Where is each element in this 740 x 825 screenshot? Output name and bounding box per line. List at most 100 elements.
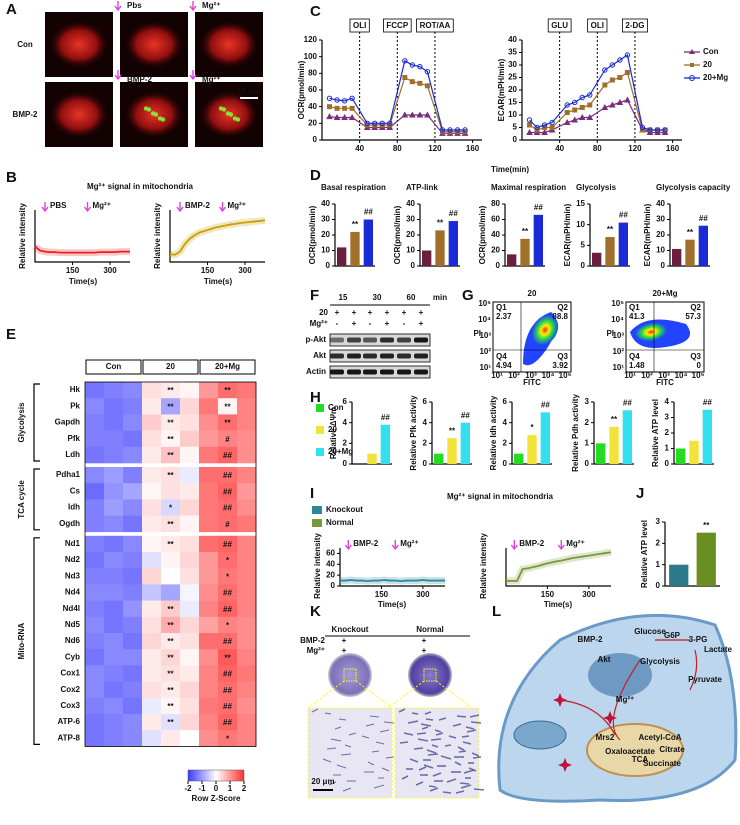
tick-label: 10¹ [612,363,624,372]
event-box [547,18,572,33]
y-tick-label: 80 [491,199,500,208]
heat-cell [180,467,200,484]
tick-label: 10² [479,347,491,356]
y-tick-label: 40 [326,559,335,568]
heat-cell [123,414,143,431]
heat-cell [104,730,124,747]
quadrant: Q4 [496,352,507,361]
sign: + [342,646,347,655]
panel-label: B [6,169,17,186]
cell [49,90,109,139]
heat-cell [180,414,200,431]
stain [334,726,342,730]
significance: ## [223,686,232,695]
heat-cell [142,697,162,715]
marker [348,113,356,120]
tick-label: 10³ [525,371,537,380]
heat-cell [218,382,238,399]
significance: ** [167,435,174,444]
heat-cell [218,584,238,601]
significance: ** [167,718,174,727]
heat-cell [180,665,200,682]
bar [672,248,682,266]
heat-cell [180,398,200,415]
y-tick-label: 40 [656,199,665,208]
tick-label: 10⁵ [478,299,491,308]
marker [579,94,585,101]
legend-label: 20 [703,60,712,69]
column-header: 20 [166,362,175,371]
stain [342,787,352,792]
event-box [349,18,370,33]
y-tick-label: 120 [304,35,318,44]
marker [379,120,385,127]
stain [365,723,375,727]
x-tick-label: 150 [201,266,215,275]
significance: ## [223,471,232,480]
y-axis-label: Relative Pfk activity [409,395,418,471]
tick-label: 10² [641,371,653,380]
axis [505,548,611,587]
y-tick-label: 0 [665,459,670,468]
marker [624,70,630,75]
schematic-label: Akt [598,655,611,664]
heat-cell [85,430,105,448]
significance: ## [534,203,543,212]
heat-cell [199,697,219,715]
chart-title: Glycolysis [576,183,617,192]
tick-label: 10⁵ [692,371,705,380]
chart-title: Mg²⁺ signal in mitochondria [447,492,554,501]
bar [460,422,470,464]
y-tick-label: 5 [513,123,518,132]
heat-cell [237,616,257,634]
marker [586,113,594,120]
heat-cell [142,483,162,500]
marker [564,110,570,115]
marker [439,127,446,133]
significance: # [225,520,230,529]
band [380,337,394,343]
row-label: Pk [70,401,80,410]
significance: ** [167,702,174,711]
bar [435,230,445,266]
significance: ** [224,653,231,662]
treatment-label: BMP-2 [127,75,152,84]
y-axis-label: Relative intensity [479,533,488,599]
x-axis-label: FITC [523,378,541,387]
significance: ## [703,398,712,407]
sign: + [385,308,390,317]
x-tick-label: 300 [416,590,430,599]
legend-label: Normal [326,518,354,527]
stain [452,723,462,727]
quadrant: Q2 [690,303,701,312]
significance: ## [449,209,458,218]
heat-cell [85,382,105,399]
series-line [506,551,612,582]
green-spot [153,112,159,117]
y-tick-label: 3 [656,517,661,526]
heat-cell [237,430,257,448]
y-tick-label: 4 [503,418,508,427]
significance: ## [223,670,232,679]
column-header: 20+Mg [215,362,240,371]
stain [457,746,465,751]
bar [622,410,632,464]
heat-cell [123,446,143,464]
y-axis-label: PI [606,329,614,338]
heat-cell [123,600,143,618]
marker [609,77,615,83]
y-tick-label: 10 [576,220,585,229]
column-header-box [85,359,142,375]
quadrant: Q3 [557,352,568,361]
chart-title: Glycolysis capacity [656,183,731,192]
y-tick-label: 0 [313,135,318,144]
row-label: Nd6 [65,636,81,645]
y-tick-label: 2 [503,438,508,447]
bar [447,438,457,464]
y-axis-label: ECAR(mPH/min) [643,203,652,266]
band-label: p-Akt [306,335,327,344]
stain [444,744,452,747]
heat-cell [104,535,124,553]
quadrant-value: 2.37 [496,312,512,321]
quadrant-value: 0 [697,361,702,370]
